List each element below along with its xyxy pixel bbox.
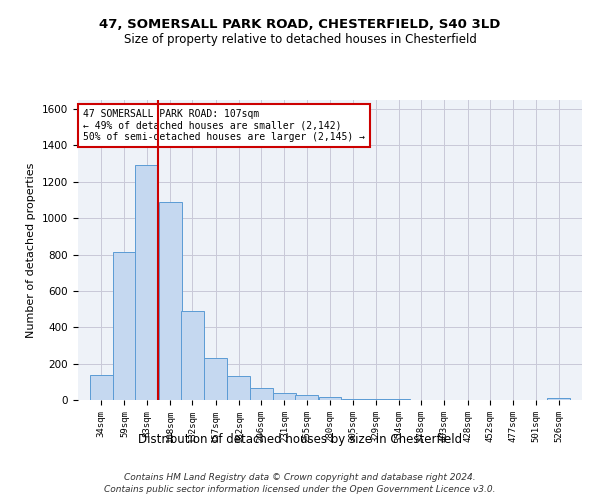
Text: Size of property relative to detached houses in Chesterfield: Size of property relative to detached ho… <box>124 32 476 46</box>
Text: Distribution of detached houses by size in Chesterfield: Distribution of detached houses by size … <box>138 432 462 446</box>
Bar <box>136 164 158 400</box>
Text: 47, SOMERSALL PARK ROAD, CHESTERFIELD, S40 3LD: 47, SOMERSALL PARK ROAD, CHESTERFIELD, S… <box>100 18 500 30</box>
Bar <box>227 376 250 400</box>
Bar <box>295 396 318 400</box>
Bar <box>113 252 136 400</box>
Bar <box>547 398 570 400</box>
Text: Contains public sector information licensed under the Open Government Licence v3: Contains public sector information licen… <box>104 485 496 494</box>
Bar <box>342 398 365 400</box>
Bar <box>181 311 204 400</box>
Y-axis label: Number of detached properties: Number of detached properties <box>26 162 37 338</box>
Bar <box>319 398 341 400</box>
Bar <box>364 399 387 400</box>
Bar <box>90 376 113 400</box>
Bar <box>250 388 272 400</box>
Text: Contains HM Land Registry data © Crown copyright and database right 2024.: Contains HM Land Registry data © Crown c… <box>124 472 476 482</box>
Bar <box>204 358 227 400</box>
Bar <box>158 202 182 400</box>
Bar <box>273 393 296 400</box>
Text: 47 SOMERSALL PARK ROAD: 107sqm
← 49% of detached houses are smaller (2,142)
50% : 47 SOMERSALL PARK ROAD: 107sqm ← 49% of … <box>83 109 365 142</box>
